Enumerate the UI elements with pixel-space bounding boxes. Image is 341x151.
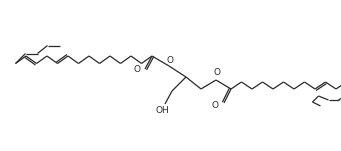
- Text: O: O: [166, 56, 174, 65]
- Text: OH: OH: [155, 106, 169, 115]
- Text: O: O: [213, 68, 221, 77]
- Text: O: O: [133, 64, 140, 74]
- Text: O: O: [212, 101, 219, 109]
